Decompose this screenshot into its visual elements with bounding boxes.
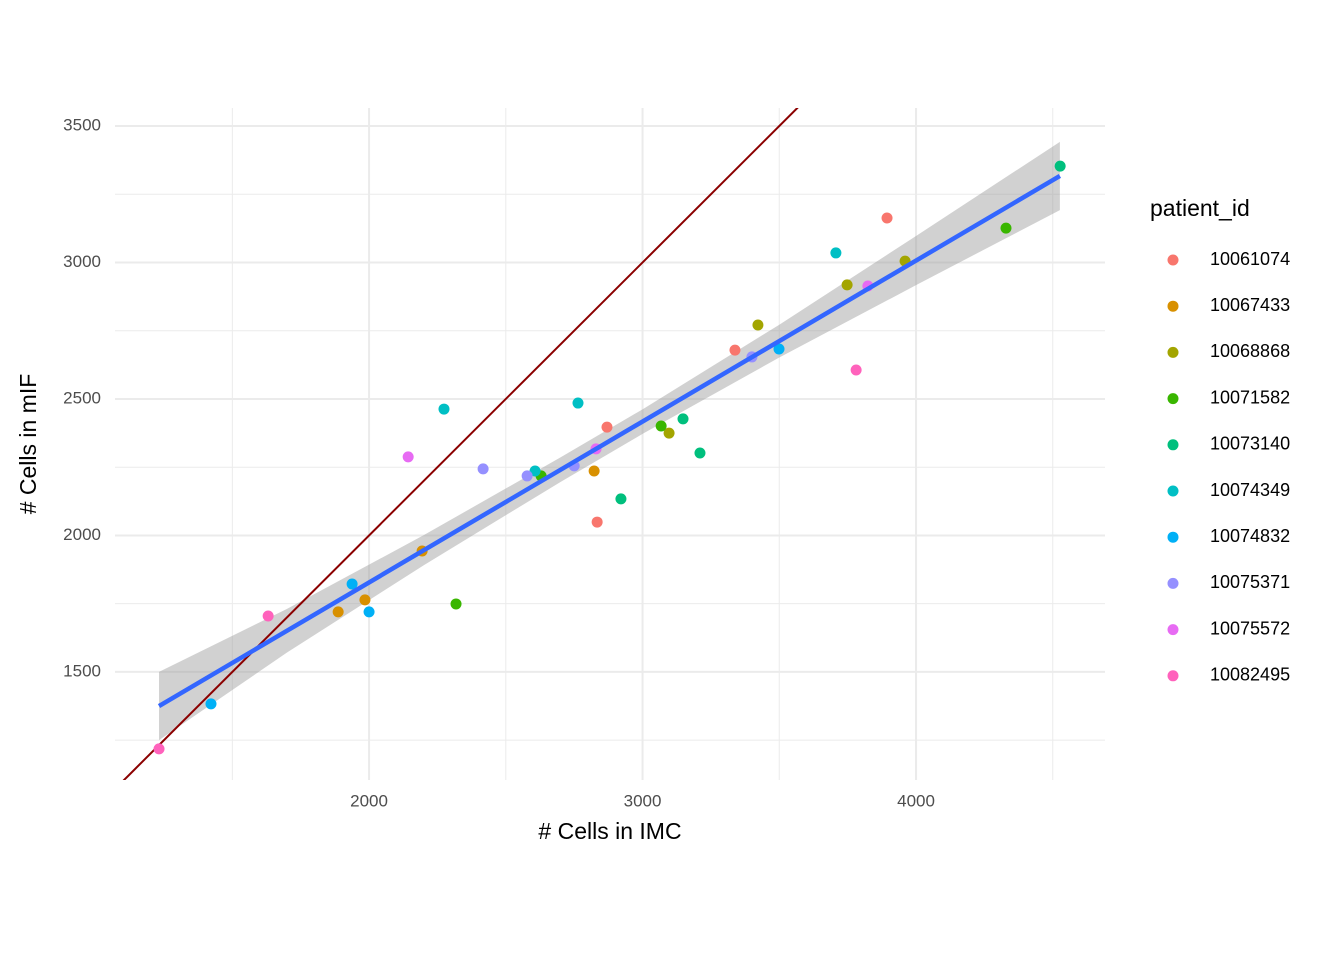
grid (115, 108, 1105, 780)
data-point (588, 465, 600, 477)
legend-marker (1167, 624, 1179, 636)
legend-marker (1167, 485, 1179, 497)
data-point (881, 212, 893, 224)
legend-label: 10067433 (1210, 295, 1290, 315)
y-axis-title: # Cells in mIF (15, 374, 41, 515)
data-point (1054, 160, 1066, 172)
y-tick-label: 2500 (63, 388, 101, 407)
data-point (677, 413, 689, 425)
data-point (402, 451, 414, 463)
legend-label: 10075572 (1210, 618, 1290, 638)
data-point (663, 427, 675, 439)
legend-label: 10074349 (1210, 480, 1290, 500)
data-point (572, 397, 584, 409)
legend-label: 10061074 (1210, 249, 1290, 269)
y-tick-label: 3500 (63, 115, 101, 134)
y-tick-label: 3000 (63, 252, 101, 271)
legend-marker (1167, 346, 1179, 358)
x-axis-title: # Cells in IMC (538, 818, 681, 844)
legend-marker (1167, 393, 1179, 405)
legend-marker (1167, 254, 1179, 266)
data-point (450, 598, 462, 610)
data-point (850, 364, 862, 376)
legend-label: 10071582 (1210, 387, 1290, 407)
data-point (359, 594, 371, 606)
data-point (363, 606, 375, 618)
data-point (438, 403, 450, 415)
legend-label: 10082495 (1210, 665, 1290, 685)
x-tick-label: 3000 (624, 791, 662, 810)
legend-title: patient_id (1150, 195, 1250, 221)
data-point (729, 344, 741, 356)
data-point (841, 279, 853, 291)
legend-label: 10073140 (1210, 434, 1290, 454)
data-point (332, 606, 344, 618)
data-point (346, 578, 358, 590)
plot-area (122, 108, 1066, 780)
fit-line (157, 174, 1062, 708)
y-tick-label: 1500 (63, 661, 101, 680)
x-tick-label: 4000 (897, 791, 935, 810)
legend-marker (1167, 670, 1179, 682)
data-point (591, 516, 603, 528)
data-point (262, 610, 274, 622)
legend-marker (1167, 439, 1179, 451)
y-tick-label: 2000 (63, 525, 101, 544)
data-point (1000, 222, 1012, 234)
data-point (655, 420, 667, 432)
x-tick-label: 2000 (350, 791, 388, 810)
legend-label: 10074832 (1210, 526, 1290, 546)
legend-label: 10068868 (1210, 341, 1290, 361)
legend-marker (1167, 577, 1179, 589)
data-point (601, 421, 613, 433)
data-point (153, 743, 165, 755)
data-point (529, 465, 541, 477)
legend-label: 10075371 (1210, 572, 1290, 592)
data-point (205, 698, 217, 710)
reference-line (122, 108, 799, 780)
data-point (477, 463, 489, 475)
data-point (521, 470, 533, 482)
data-point (773, 343, 785, 355)
data-point (830, 247, 842, 259)
data-point (694, 447, 706, 459)
legend-marker (1167, 531, 1179, 543)
data-point (752, 319, 764, 331)
data-point (615, 493, 627, 505)
legend-marker (1167, 300, 1179, 312)
